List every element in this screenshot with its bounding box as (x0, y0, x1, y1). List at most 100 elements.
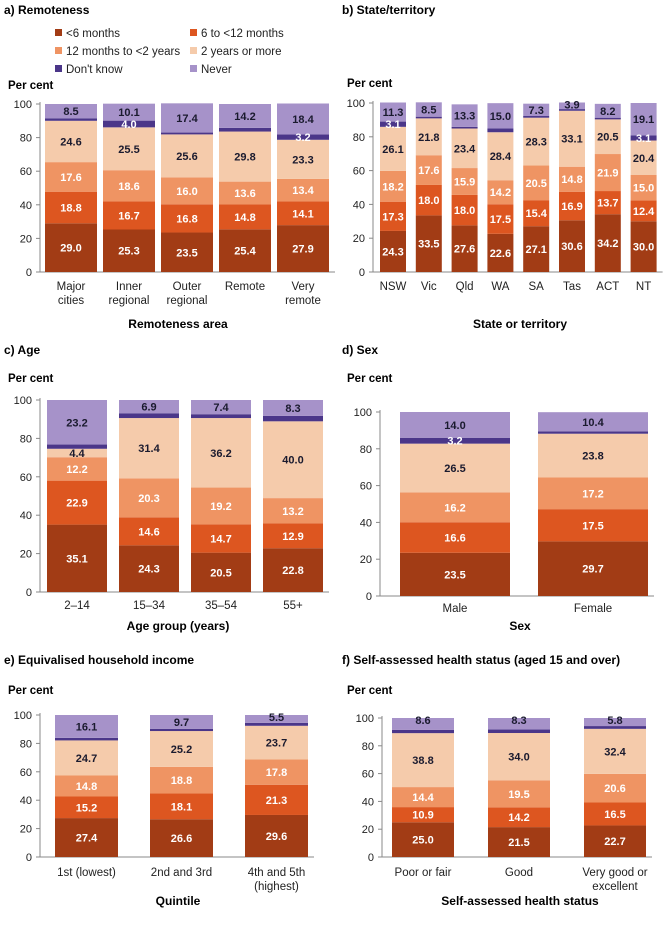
bar-segment (523, 117, 550, 166)
data-label: 25.4 (234, 246, 256, 258)
data-label: 14.4 (412, 792, 434, 804)
bar-segment (191, 414, 251, 419)
category-label: 4th and 5th (248, 867, 306, 879)
bar-segment (161, 132, 213, 135)
bar-segment (594, 103, 621, 118)
data-label: 17.6 (418, 165, 439, 177)
bar-segment (119, 418, 179, 479)
data-label: 14.7 (210, 534, 231, 546)
chart-panel-2: b) State/territory Per cent 0 20 40 60 80 100 24… (342, 3, 663, 331)
bar-segment (380, 230, 406, 272)
data-label: 23.5 (444, 569, 465, 581)
data-label: 8.5 (63, 106, 78, 118)
data-label: 8.5 (421, 105, 436, 117)
category-label: Good (505, 867, 533, 879)
data-label: 10.4 (582, 417, 604, 429)
data-label: 33.5 (418, 239, 439, 251)
legend-label: 2 years or more (201, 46, 282, 58)
bar-segment (150, 728, 213, 732)
bar-segment (523, 116, 550, 118)
bar-segment (392, 733, 454, 788)
bar-segment (55, 737, 118, 741)
y-tick-label: 40 (360, 517, 372, 529)
category-label: 2–14 (64, 600, 90, 612)
data-label: 18.4 (292, 114, 314, 126)
bar-segment (245, 814, 308, 857)
data-label: 8.3 (511, 715, 526, 727)
y-tick-label: 0 (368, 852, 374, 864)
data-label: 17.5 (490, 214, 511, 226)
legend-label: 12 months to <2 years (66, 46, 180, 58)
data-label: 3.1 (385, 119, 400, 131)
bar-segment (415, 116, 442, 119)
legend-label: 6 to <12 months (201, 28, 284, 40)
category-label: 55+ (283, 600, 303, 612)
chart-panel-1: a) Remoteness Per cent 0 20 40 60 80 100 29.0 18.… (4, 3, 335, 331)
category-label: Inner (116, 281, 142, 293)
bar-segment (103, 201, 155, 230)
data-label: 14.1 (292, 208, 313, 220)
data-label: 31.4 (138, 443, 160, 455)
y-tick-label: 40 (353, 199, 365, 211)
data-label: 26.5 (444, 463, 465, 475)
bar-segment (451, 126, 478, 129)
bar-segment (263, 421, 323, 499)
data-label: 21.8 (418, 132, 439, 144)
category-label: NT (636, 281, 651, 293)
data-label: 4.0 (121, 119, 136, 131)
data-label: 20.4 (633, 153, 655, 165)
bar-segment (150, 793, 213, 820)
data-label: 14.2 (234, 111, 255, 123)
bar-segment (191, 418, 251, 488)
bar-segment (263, 498, 323, 524)
data-label: 24.6 (60, 136, 81, 148)
y-tick-label: 0 (359, 267, 365, 279)
bar-segment (161, 232, 213, 272)
data-label: 40.0 (282, 455, 303, 467)
chart-title: b) State/territory (342, 3, 436, 17)
x-axis-label: State or territory (473, 317, 567, 331)
data-label: 16.8 (176, 213, 197, 225)
data-label: 13.7 (597, 198, 618, 210)
bar-segment (55, 818, 118, 857)
bar-segment (245, 715, 308, 723)
data-label: 13.2 (282, 506, 303, 518)
category-label: SA (529, 281, 545, 293)
data-label: 7.3 (529, 105, 544, 117)
bar-segment (55, 775, 118, 797)
bar-segment (630, 103, 657, 136)
bar-segment (119, 545, 179, 592)
bar-segment (451, 225, 478, 272)
data-label: 5.5 (269, 712, 284, 724)
data-label: 18.2 (382, 181, 403, 193)
chart-title: f) Self-assessed health status (aged 15 … (342, 653, 620, 667)
bar-segment (277, 134, 329, 140)
bar-segment (277, 225, 329, 272)
chart-panel-4: d) Sex Per cent 0 20 40 60 80 100 23.5 16.6 16.2 26… (342, 343, 654, 633)
data-label: 27.9 (292, 244, 313, 256)
bar-segment (392, 822, 454, 857)
y-tick-label: 80 (362, 741, 374, 753)
bar-segment (538, 431, 648, 434)
bar-segment (538, 477, 648, 510)
data-label: 23.5 (176, 247, 197, 259)
bar-segment (559, 110, 585, 167)
y-tick-label: 60 (20, 472, 32, 484)
data-label: 18.0 (454, 205, 475, 217)
y-tick-label: 80 (20, 738, 32, 750)
y-tick-label: 0 (26, 852, 32, 864)
bar-segment (488, 780, 550, 808)
bar-segment (487, 128, 514, 133)
legend-swatch (55, 65, 62, 72)
bar-segment (263, 523, 323, 549)
data-label: 25.0 (412, 835, 433, 847)
data-label: 13.4 (292, 185, 314, 197)
bar-segment (119, 478, 179, 518)
bar-segment (400, 522, 510, 553)
bar-segment (150, 819, 213, 857)
bar-segment (380, 102, 406, 122)
bar-segment (103, 229, 155, 272)
bar-segment (55, 715, 118, 738)
bar-segment (400, 443, 510, 493)
bar-segment (150, 731, 213, 767)
